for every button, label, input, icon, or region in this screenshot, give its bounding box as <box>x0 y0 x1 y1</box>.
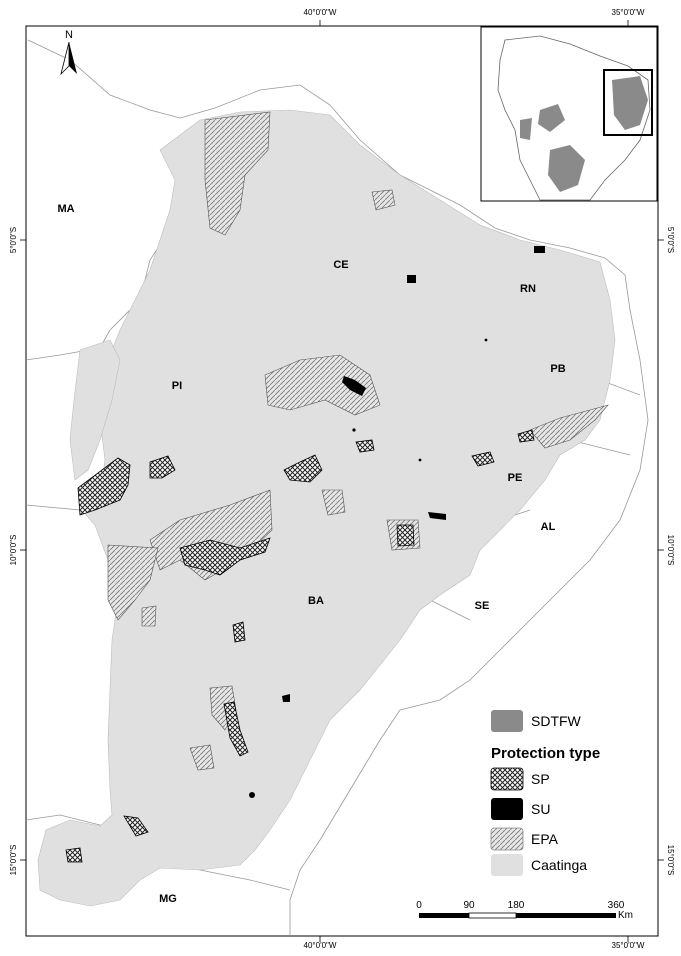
scale-bar: 0 90 180 360 Km <box>416 900 633 921</box>
state-label-pe: PE <box>508 472 523 484</box>
scale-tick-0: 0 <box>416 900 422 911</box>
grid-label-right-3: 15°0'0"S <box>666 845 675 876</box>
legend-swatch-epa <box>490 827 524 851</box>
grid-label-top-2: 35°0'0"W <box>612 8 645 17</box>
grid-label-right-2: 10°0'0"S <box>666 535 675 566</box>
state-label-mg: MG <box>159 893 177 905</box>
inset-map <box>480 26 658 202</box>
legend-label-sp: SP <box>531 771 550 787</box>
legend-swatch-sp <box>490 767 524 791</box>
legend-swatch-sdtfw <box>491 710 523 732</box>
legend-swatch-su <box>491 798 523 820</box>
grid-ticks <box>20 20 664 942</box>
north-arrow-icon: N <box>60 29 77 76</box>
legend-label-caatinga: Caatinga <box>531 857 587 873</box>
legend-label-epa: EPA <box>531 831 559 847</box>
caatinga-west-lobe <box>69 339 121 481</box>
inset-sdtfw-patches <box>520 76 648 192</box>
legend: SDTFW Protection type SP SU EPA Caatinga <box>490 710 600 876</box>
state-label-se: SE <box>475 600 490 612</box>
state-label-pi: PI <box>172 380 182 392</box>
scale-tick-360: 360 <box>608 900 625 911</box>
state-label-ba: BA <box>308 595 324 607</box>
state-label-al: AL <box>541 521 556 533</box>
grid-label-bottom-2: 35°0'0"W <box>612 941 645 950</box>
grid-label-left-1: 5°0'0"S <box>9 227 18 253</box>
su-areas <box>249 246 545 798</box>
inset-locator-box <box>603 69 653 136</box>
scale-tick-180: 180 <box>508 900 525 911</box>
grid-label-left-3: 15°0'0"S <box>9 845 18 876</box>
grid-label-left-2: 10°0'0"S <box>9 535 18 566</box>
inset-south-america <box>497 35 651 201</box>
legend-title: Protection type <box>491 745 600 762</box>
sp-areas <box>65 429 535 863</box>
scale-unit: Km <box>618 910 633 921</box>
state-label-ce: CE <box>333 259 348 271</box>
scale-tick-90: 90 <box>463 900 475 911</box>
coastline <box>27 39 649 936</box>
state-label-pb: PB <box>550 363 565 375</box>
state-label-rn: RN <box>520 283 536 295</box>
legend-label-sdtfw: SDTFW <box>531 713 582 729</box>
legend-label-su: SU <box>531 801 550 817</box>
north-label: N <box>65 29 73 41</box>
grid-label-right-1: 5°0'0"S <box>666 227 675 253</box>
state-label-ma: MA <box>57 203 74 215</box>
grid-label-top-1: 40°0'0"W <box>304 8 337 17</box>
legend-swatch-caatinga <box>491 854 523 876</box>
grid-label-bottom-1: 40°0'0"W <box>304 941 337 950</box>
